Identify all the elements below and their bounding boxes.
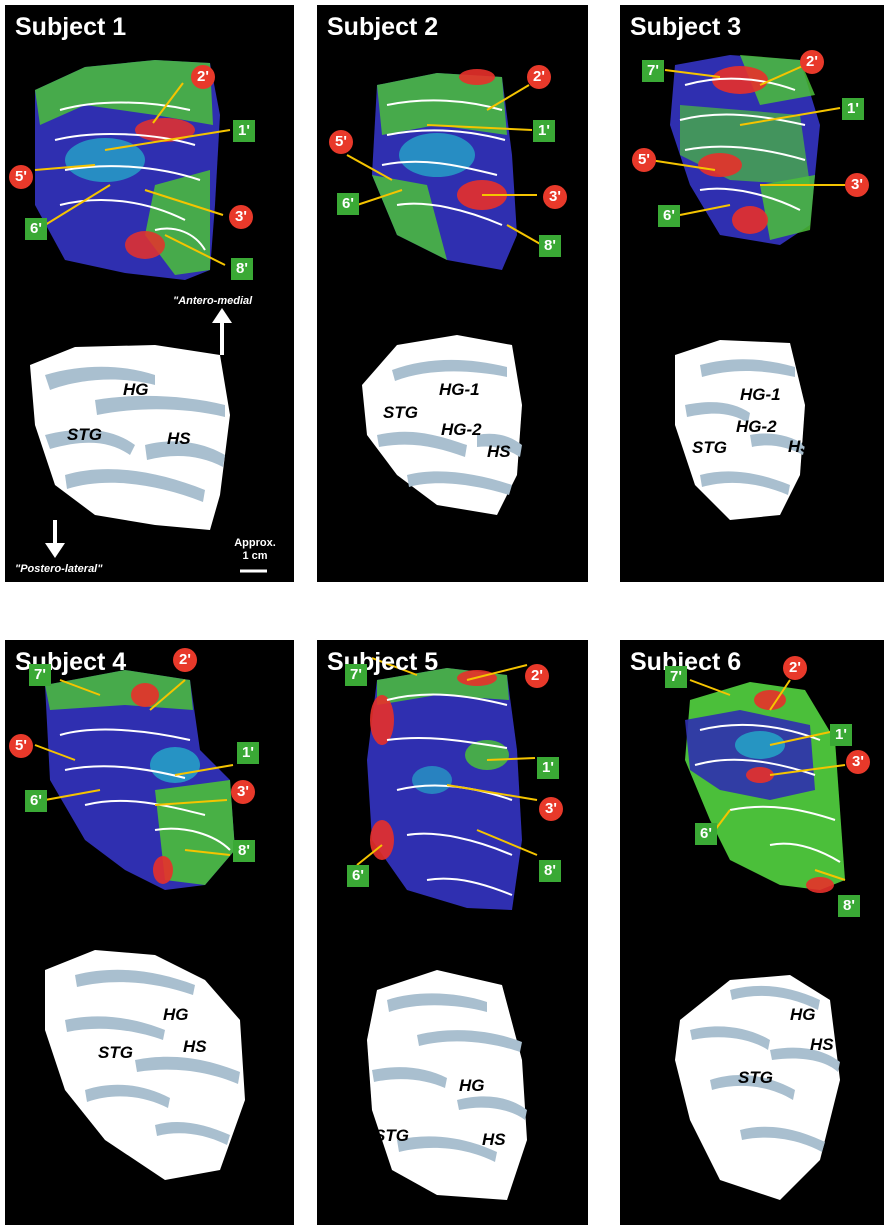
- panel-subject-5: Subject 5 7' 2' 1' 3' 6' 8' HG STG HS: [317, 640, 588, 1225]
- panel-subject-2: Subject 2 2' 1' 5' 3' 6' 8' HG-1 STG HG-…: [317, 5, 588, 582]
- label-3prime: 3': [229, 205, 253, 229]
- label-5prime: 5': [329, 130, 353, 154]
- label-6prime: 6': [25, 790, 47, 812]
- antero-medial-label: "Antero-medial: [173, 295, 253, 307]
- activation-map: [30, 60, 231, 530]
- activation-map: [675, 679, 846, 1200]
- label-2prime: 2': [800, 50, 824, 74]
- panel-subject-1: Subject 1 2' 1' 5' 3' 6' 8' "Antero-medi…: [5, 5, 294, 582]
- anatomy-hg: HG: [459, 1076, 485, 1095]
- label-5prime: 5': [9, 165, 33, 189]
- label-6prime: 6': [695, 823, 717, 845]
- label-3prime: 3': [231, 780, 255, 804]
- anatomy-hg-1: HG-1: [740, 385, 781, 404]
- label-8prime: 8': [838, 895, 860, 917]
- anatomy-hs: HS: [788, 437, 812, 456]
- scale-bottom: 1 cm: [242, 550, 268, 562]
- label-5prime: 5': [9, 734, 33, 758]
- activation-map: [34, 670, 245, 1180]
- label-8prime: 8': [231, 258, 253, 280]
- label-7prime: 7': [665, 666, 687, 688]
- anatomy-hs: HS: [487, 442, 511, 461]
- anatomy-hg: HG: [163, 1005, 189, 1024]
- anatomy-stg: STG: [67, 425, 102, 444]
- label-8prime: 8': [233, 840, 255, 862]
- label-8prime: 8': [539, 235, 561, 257]
- anatomy-stg: STG: [738, 1068, 773, 1087]
- label-2prime: 2': [527, 65, 551, 89]
- anatomy-hg-2: HG-2: [441, 420, 482, 439]
- panel-subject-4: Subject 4 7' 2' 1' 5' 3' 6' 8' HG STG HS: [5, 640, 294, 1225]
- label-6prime: 6': [25, 218, 47, 240]
- anatomy-hs: HS: [183, 1037, 207, 1056]
- panel-title: Subject 2: [327, 13, 439, 41]
- panel-subject-6: Subject 6 2' 7' 1' 3' 6' 8' HG HS STG: [620, 640, 884, 1225]
- anatomy-hs: HS: [167, 429, 191, 448]
- label-3prime: 3': [539, 797, 563, 821]
- activation-map: [356, 657, 538, 1200]
- label-3prime: 3': [845, 173, 869, 197]
- anatomy-hg: HG: [123, 380, 149, 399]
- panel-title: Subject 1: [15, 13, 127, 41]
- anatomy-hg-2: HG-2: [736, 417, 777, 436]
- label-5prime: 5': [632, 148, 656, 172]
- label-3prime: 3': [846, 750, 870, 774]
- orientation-arrows: [45, 308, 267, 573]
- label-8prime: 8': [539, 860, 561, 882]
- label-7prime: 7': [29, 664, 51, 686]
- anatomy-hg-1: HG-1: [439, 380, 480, 399]
- label-1prime: 1': [830, 724, 852, 746]
- anatomy-stg: STG: [692, 438, 727, 457]
- postero-lateral-label: "Postero-lateral": [15, 563, 103, 575]
- label-3prime: 3': [543, 185, 567, 209]
- label-1prime: 1': [233, 120, 255, 142]
- activation-map: [649, 55, 845, 520]
- label-6prime: 6': [658, 205, 680, 227]
- anatomy-stg: STG: [383, 403, 418, 422]
- anatomy-hs: HS: [482, 1130, 506, 1149]
- anatomy-hs: HS: [810, 1035, 834, 1054]
- scale-bar-label: Approx. 1 cm: [227, 537, 283, 563]
- activation-map: [346, 69, 543, 515]
- label-6prime: 6': [337, 193, 359, 215]
- panel-title: Subject 3: [630, 13, 742, 41]
- label-2prime: 2': [525, 664, 549, 688]
- label-2prime: 2': [191, 65, 215, 89]
- anatomy-hg: HG: [790, 1005, 816, 1024]
- label-2prime: 2': [173, 648, 197, 672]
- label-1prime: 1': [533, 120, 555, 142]
- label-2prime: 2': [783, 656, 807, 680]
- anatomy-stg: STG: [98, 1043, 133, 1062]
- label-1prime: 1': [537, 757, 559, 779]
- panel-subject-3: Subject 3 7' 2' 1' 5' 3' 6' HG-1 HG-2 ST…: [620, 5, 884, 582]
- label-7prime: 7': [345, 664, 367, 686]
- panel-title: Subject 5: [327, 648, 439, 676]
- label-1prime: 1': [842, 98, 864, 120]
- scale-top: Approx.: [234, 537, 276, 549]
- label-7prime: 7': [642, 60, 664, 82]
- label-6prime: 6': [347, 865, 369, 887]
- anatomy-stg: STG: [374, 1126, 409, 1145]
- label-1prime: 1': [237, 742, 259, 764]
